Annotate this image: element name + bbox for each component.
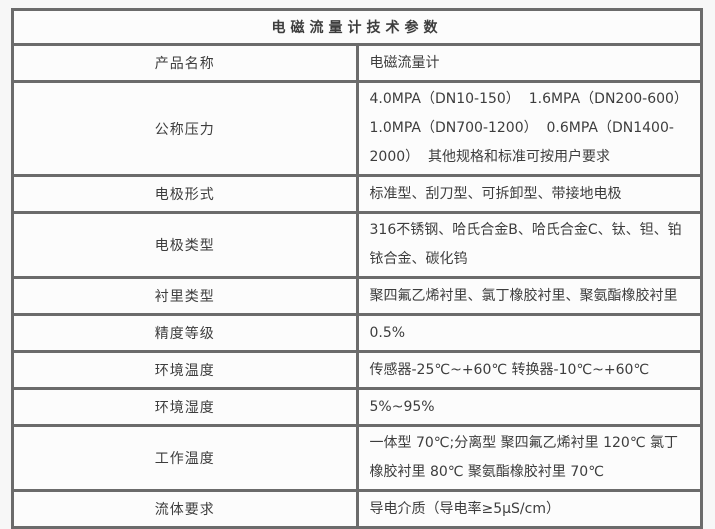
table-row-fluid-requirement: 流体要求 导电介质（导电率≥5μS/cm） bbox=[11, 489, 703, 529]
table-row-nominal-pressure: 公称压力 4.0MPA（DN10-150） 1.6MPA（DN200-600） … bbox=[11, 80, 703, 177]
table-row-lining-type: 衬里类型 聚四氟乙烯衬里、氯丁橡胶衬里、聚氨酯橡胶衬里 bbox=[11, 276, 703, 316]
param-value: 316不锈钢、哈氏合金B、哈氏合金C、钛、钽、铂铱合金、碳化钨 bbox=[355, 211, 703, 279]
table-title: 电磁流量计技术参数 bbox=[11, 8, 703, 46]
table-row-ambient-humidity: 环境湿度 5%~95% bbox=[11, 387, 703, 427]
page: 电磁流量计技术参数 产品名称 电磁流量计 公称压力 4.0MPA（DN10-15… bbox=[11, 8, 703, 529]
param-label: 产品名称 bbox=[11, 43, 359, 83]
param-value: 4.0MPA（DN10-150） 1.6MPA（DN200-600） 1.0MP… bbox=[355, 80, 703, 177]
table-row-electrode-type: 电极类型 316不锈钢、哈氏合金B、哈氏合金C、钛、钽、铂铱合金、碳化钨 bbox=[11, 211, 703, 279]
param-value: 标准型、刮刀型、可拆卸型、带接地电极 bbox=[355, 174, 703, 214]
param-value: 电磁流量计 bbox=[355, 43, 703, 83]
param-value: 5%~95% bbox=[355, 387, 703, 427]
param-label: 电极类型 bbox=[11, 211, 359, 279]
spec-table: 电磁流量计技术参数 产品名称 电磁流量计 公称压力 4.0MPA（DN10-15… bbox=[11, 8, 703, 529]
param-value: 一体型 70℃;分离型 聚四氟乙烯衬里 120℃ 氯丁橡胶衬里 80℃ 聚氨酯橡… bbox=[355, 424, 703, 492]
param-label: 精度等级 bbox=[11, 313, 359, 353]
table-row-accuracy-class: 精度等级 0.5% bbox=[11, 313, 703, 353]
param-value: 聚四氟乙烯衬里、氯丁橡胶衬里、聚氨酯橡胶衬里 bbox=[355, 276, 703, 316]
param-label: 电极形式 bbox=[11, 174, 359, 214]
param-value: 导电介质（导电率≥5μS/cm） bbox=[355, 489, 703, 529]
param-value: 传感器-25℃~+60℃ 转换器-10℃~+60℃ bbox=[355, 350, 703, 390]
param-label: 公称压力 bbox=[11, 80, 359, 177]
table-row-ambient-temperature: 环境温度 传感器-25℃~+60℃ 转换器-10℃~+60℃ bbox=[11, 350, 703, 390]
param-label: 环境温度 bbox=[11, 350, 359, 390]
table-title-row: 电磁流量计技术参数 bbox=[11, 8, 703, 46]
param-label: 衬里类型 bbox=[11, 276, 359, 316]
param-label: 流体要求 bbox=[11, 489, 359, 529]
table-row-product-name: 产品名称 电磁流量计 bbox=[11, 43, 703, 83]
table-row-working-temperature: 工作温度 一体型 70℃;分离型 聚四氟乙烯衬里 120℃ 氯丁橡胶衬里 80℃… bbox=[11, 424, 703, 492]
param-label: 环境湿度 bbox=[11, 387, 359, 427]
param-value: 0.5% bbox=[355, 313, 703, 353]
param-label: 工作温度 bbox=[11, 424, 359, 492]
table-row-electrode-form: 电极形式 标准型、刮刀型、可拆卸型、带接地电极 bbox=[11, 174, 703, 214]
